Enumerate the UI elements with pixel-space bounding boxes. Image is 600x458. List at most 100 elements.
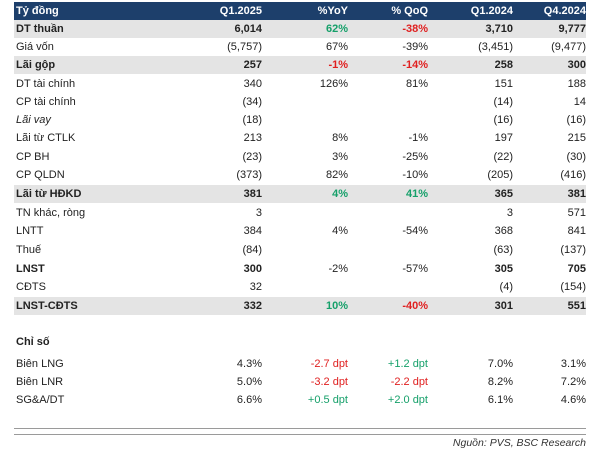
row-label: Lãi vay xyxy=(16,114,51,126)
cell: (30) xyxy=(566,151,586,163)
cell: 32 xyxy=(249,281,262,293)
source-note: Nguồn: PVS, BSC Research xyxy=(452,437,586,449)
cell: 300 xyxy=(243,263,262,275)
cell: 368 xyxy=(494,225,513,237)
cell: 300 xyxy=(567,59,586,71)
cell: -1% xyxy=(328,59,348,71)
header-col-q4-2024: Q4.2024 xyxy=(543,5,586,17)
row-label: Thuế xyxy=(16,244,42,256)
cell: -2.7 dpt xyxy=(310,358,348,370)
table-row: DT tài chính 340 126% 81% 151 188 xyxy=(14,75,586,93)
cell: 8% xyxy=(332,132,348,144)
cell: (18) xyxy=(242,114,262,126)
table-row: Giá vốn (5,757) 67% -39% (3,451) (9,477) xyxy=(14,38,586,56)
table-row: TN khác, ròng 3 3 571 xyxy=(14,204,586,222)
cell: 7.2% xyxy=(560,376,586,388)
row-label: Lãi từ CTLK xyxy=(16,132,76,144)
cell: -38% xyxy=(402,23,428,35)
cell: 258 xyxy=(494,59,513,71)
cell: 4.3% xyxy=(236,358,262,370)
cell: 3 xyxy=(506,207,513,219)
row-label: Lãi từ HĐKD xyxy=(16,188,82,200)
ratio-row: Biên LNR 5.0% -3.2 dpt -2.2 dpt 8.2% 7.2… xyxy=(14,373,586,391)
cell: 81% xyxy=(405,78,428,90)
cell: 4% xyxy=(332,188,348,200)
ratios-title: Chỉ số xyxy=(16,336,50,348)
cell: 67% xyxy=(325,41,348,53)
cell: (14) xyxy=(493,96,513,108)
table-row: CP tài chính (34) (14) 14 xyxy=(14,93,586,111)
table-row: LNST-CĐTS 332 10% -40% 301 551 xyxy=(14,297,586,315)
cell: 841 xyxy=(567,225,586,237)
header-unit-label: Tỷ đồng xyxy=(16,5,59,17)
cell: 213 xyxy=(243,132,262,144)
cell: -3.2 dpt xyxy=(310,376,348,388)
cell: -25% xyxy=(402,151,428,163)
cell: 705 xyxy=(567,263,586,275)
row-label: Biên LNR xyxy=(16,376,64,388)
table-row: CP QLDN (373) 82% -10% (205) (416) xyxy=(14,166,586,184)
cell: (84) xyxy=(242,244,262,256)
cell: -57% xyxy=(402,263,428,275)
table-row: LNST 300 -2% -57% 305 705 xyxy=(14,260,586,278)
cell: 3.1% xyxy=(560,358,586,370)
row-label: LNST-CĐTS xyxy=(16,300,78,312)
cell: 188 xyxy=(567,78,586,90)
cell: -39% xyxy=(402,41,428,53)
cell: 41% xyxy=(405,188,428,200)
cell: 9,777 xyxy=(558,23,586,35)
ratio-row: SG&A/DT 6.6% +0.5 dpt +2.0 dpt 6.1% 4.6% xyxy=(14,391,586,409)
cell: (154) xyxy=(560,281,586,293)
cell: (3,451) xyxy=(478,41,513,53)
table-row: Lãi từ HĐKD 381 4% 41% 365 381 xyxy=(14,185,586,203)
cell: -1% xyxy=(408,132,428,144)
cell: (34) xyxy=(242,96,262,108)
cell: 340 xyxy=(243,78,262,90)
cell: -54% xyxy=(402,225,428,237)
cell: 381 xyxy=(567,188,586,200)
ratio-row: Biên LNG 4.3% -2.7 dpt +1.2 dpt 7.0% 3.1… xyxy=(14,355,586,373)
cell: -10% xyxy=(402,169,428,181)
cell: 365 xyxy=(494,188,513,200)
row-label: Giá vốn xyxy=(16,41,54,53)
cell: (63) xyxy=(493,244,513,256)
cell: +0.5 dpt xyxy=(307,394,348,406)
cell: -14% xyxy=(402,59,428,71)
cell: 257 xyxy=(243,59,262,71)
table-row: Lãi vay (18) (16) (16) xyxy=(14,111,586,129)
cell: (4) xyxy=(499,281,513,293)
row-label: DT thuần xyxy=(16,23,64,35)
cell: 6.1% xyxy=(487,394,513,406)
row-label: CP tài chính xyxy=(16,96,76,108)
table-row: CP BH (23) 3% -25% (22) (30) xyxy=(14,148,586,166)
header-col-yoy: %YoY xyxy=(317,5,348,17)
cell: 3% xyxy=(332,151,348,163)
cell: 571 xyxy=(567,207,586,219)
row-label: CP BH xyxy=(16,151,50,163)
table-row: CĐTS 32 (4) (154) xyxy=(14,278,586,296)
cell: 126% xyxy=(319,78,348,90)
cell: 3,710 xyxy=(485,23,513,35)
table-row: DT thuần 6,014 62% -38% 3,710 9,777 xyxy=(14,20,586,38)
table-row: Thuế (84) (63) (137) xyxy=(14,241,586,259)
cell: 3 xyxy=(255,207,262,219)
cell: 332 xyxy=(243,300,262,312)
table-row: Lãi từ CTLK 213 8% -1% 197 215 xyxy=(14,129,586,147)
header-col-q1-2024: Q1.2024 xyxy=(470,5,513,17)
row-label: LNTT xyxy=(16,225,44,237)
row-label: Lãi gộp xyxy=(16,59,56,71)
cell: 301 xyxy=(494,300,513,312)
cell: (22) xyxy=(493,151,513,163)
row-label: CP QLDN xyxy=(16,169,65,181)
cell: (16) xyxy=(566,114,586,126)
cell: -2% xyxy=(328,263,348,275)
row-label: LNST xyxy=(16,263,45,275)
cell: 6,014 xyxy=(234,23,262,35)
cell: 551 xyxy=(567,300,586,312)
row-label: DT tài chính xyxy=(16,78,76,90)
cell: 4% xyxy=(332,225,348,237)
divider xyxy=(14,434,586,435)
cell: (137) xyxy=(560,244,586,256)
cell: (205) xyxy=(487,169,513,181)
cell: (373) xyxy=(236,169,262,181)
